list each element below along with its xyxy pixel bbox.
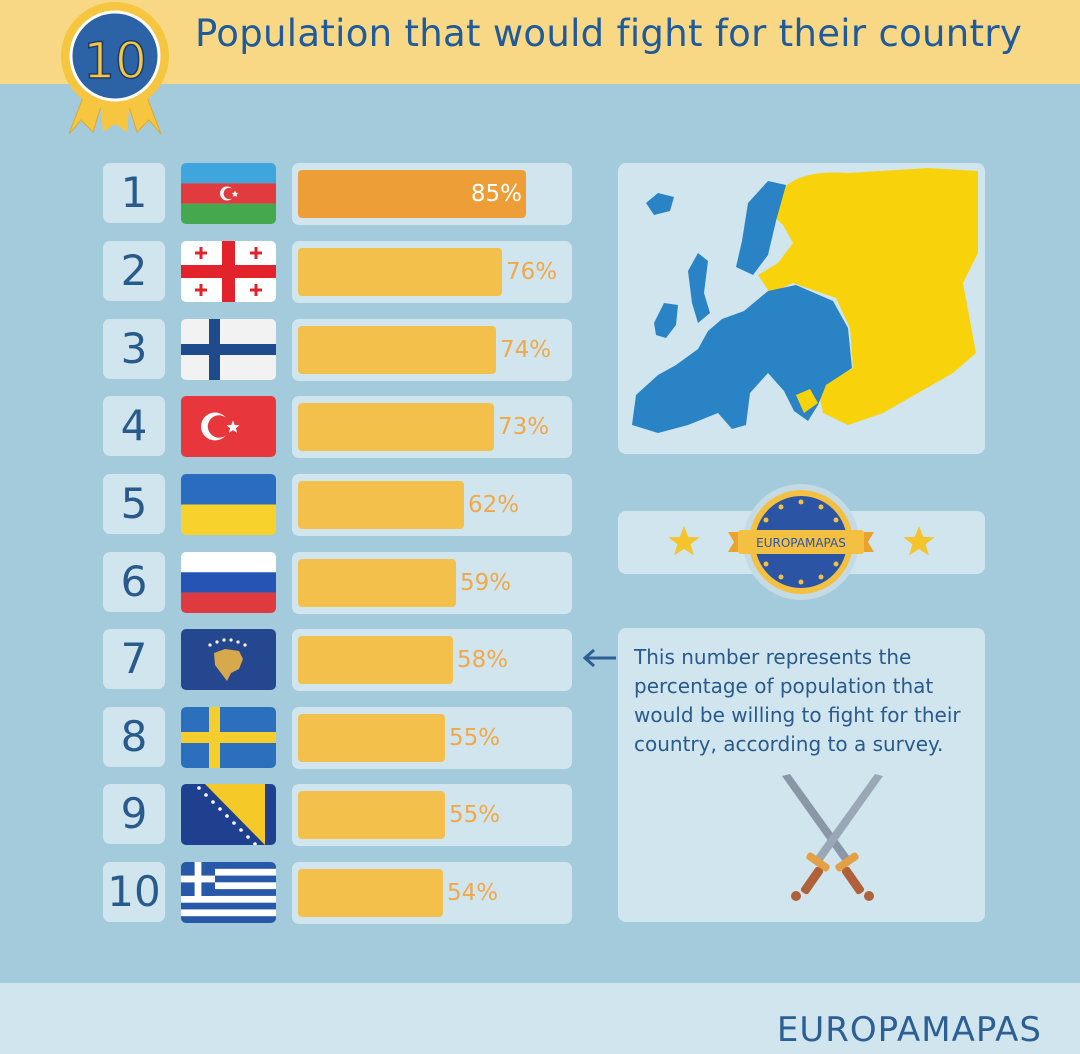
flag-russia-icon [181,552,276,613]
data-label: 58% [457,647,509,673]
footer-band: EUROPAMAPAS [0,983,1080,1054]
data-label: 74% [500,337,552,363]
header-band [0,0,1080,84]
data-label: 54% [447,880,499,906]
star-icon [903,526,935,556]
bar [298,170,526,218]
rank-label: 3 [103,319,165,379]
europamapas-emblem-icon: EUROPAMAPAS [668,484,935,600]
note-panel [618,628,985,922]
rank-label: 5 [103,474,165,534]
europe-map-icon [632,168,978,433]
bar [298,714,445,762]
emblem-text: EUROPAMAPAS [756,536,846,550]
top-10-badge-icon: TOP 10 [61,2,169,135]
rank-label: 4 [103,396,165,456]
flag-bosnia-icon [181,784,276,845]
bar [298,869,443,917]
bar [298,559,456,607]
page-title: Population that would fight for their co… [195,12,1023,55]
data-label: 59% [460,570,512,596]
flag-finland-icon [181,319,276,380]
flag-greece-icon [181,862,276,923]
crossed-swords-icon [782,774,883,901]
bar [298,636,453,684]
bar [298,481,464,529]
flag-ukraine-icon [181,474,276,535]
bar [298,248,502,296]
data-label: 76% [506,259,558,285]
rank-label: 1 [103,163,165,223]
flag-sweden-icon [181,707,276,768]
bar [298,403,494,451]
bar [298,791,445,839]
flag-turkey-icon [181,396,276,457]
data-label: 62% [468,492,520,518]
bar [298,326,496,374]
badge-top-label: TOP [100,14,129,30]
flag-azerbaijan-icon [181,163,276,224]
data-label: 55% [449,802,501,828]
footer-brand: EUROPAMAPAS [776,1010,1042,1050]
rank-label: 7 [103,629,165,689]
data-label: 85% [470,181,522,207]
rank-label: 10 [103,862,165,922]
rank-label: 8 [103,707,165,767]
star-icon [668,526,700,556]
data-label: 73% [498,414,550,440]
rank-label: 6 [103,552,165,612]
flag-kosovo-icon [181,629,276,690]
rank-label: 2 [103,241,165,301]
rank-label: 9 [103,784,165,844]
map-panel [618,163,985,454]
flag-georgia-icon [181,241,276,302]
badge-number: 10 [83,32,147,90]
data-label: 55% [449,725,501,751]
note-text: This number represents the percentage of… [634,645,961,756]
arrow-left-icon [582,648,616,668]
